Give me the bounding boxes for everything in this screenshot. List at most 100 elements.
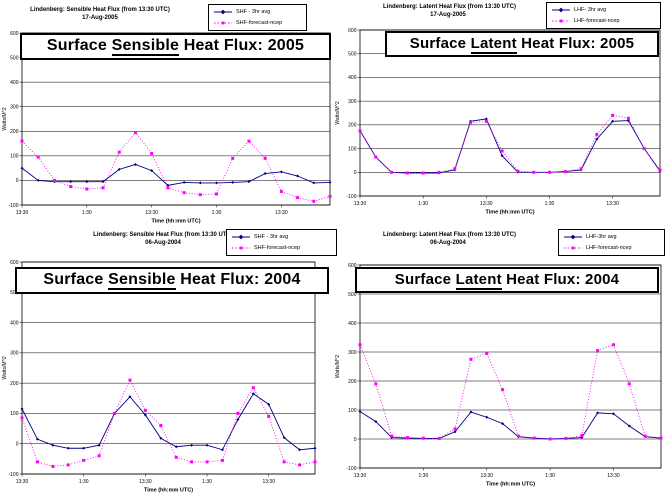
legend-item: SHF-forecast-ncep [213,19,301,27]
legend-sample-dotted-line [214,21,232,25]
legend-label: SHF - 3hr avg [254,233,289,240]
svg-text:-100: -100 [8,472,18,478]
underlined-word: Latent [470,35,517,54]
legend-label: SHF-forecast-ncep [236,19,283,26]
chart-header-date: 17-Aug-2005 [430,11,466,18]
chart-header: Lindenberg: Latent Heat Flux (from 13:30… [383,232,517,247]
chart-header-date: 06-Aug-2004 [145,239,181,246]
svg-text:100: 100 [10,154,19,160]
legend-sample-dotted-line [552,19,570,23]
legend-sample-solid-line [232,234,250,240]
svg-text:13:30: 13:30 [606,201,619,207]
svg-text:13:30: 13:30 [262,479,275,485]
legend-label: LHF-3hr avg [586,233,617,240]
chart-header-date: 06-Aug-2004 [430,239,466,246]
svg-text:600: 600 [10,31,19,37]
svg-text:400: 400 [348,321,357,327]
chart-panel-latent-2005: 600 500 400 300 200 100 0 -100 13:30 1:30 13:30 1:3… [333,0,667,250]
svg-text:13:30: 13:30 [139,479,152,485]
svg-text:300: 300 [10,351,19,357]
legend-label: SHF-forecast-ncep [254,244,301,251]
svg-text:13:30: 13:30 [354,473,367,479]
chart-header-line1: Lindenberg: Latent Heat Flux (from 13:30… [383,4,517,10]
chart-header: Lindenberg: Latent Heat Flux (from 13:30… [383,4,517,19]
svg-text:200: 200 [348,379,357,385]
svg-text:Time (hh:mm UTC): Time (hh:mm UTC) [144,488,193,494]
chart-header: Lindenberg: Sensible Heat Flux (from 13:… [88,232,238,247]
svg-text:-100: -100 [346,194,356,200]
legend: SHF - 3hr avg SHF-forecast-ncep [226,229,337,256]
legend-sample-solid-line [214,9,232,15]
svg-text:500: 500 [10,55,19,61]
chart-header: Lindenberg: Sensible Heat Flux (from 13:… [30,7,170,22]
svg-text:Time (hh:mm UTC): Time (hh:mm UTC) [485,210,534,216]
chart-header-date: 17-Aug-2005 [82,14,118,21]
big-title: Surface Sensible Heat Flux: 2004 [15,267,329,294]
svg-text:1:30: 1:30 [79,479,89,485]
svg-text:Watts/M^2: Watts/M^2 [335,101,341,124]
svg-text:1:30: 1:30 [545,473,555,479]
legend-item: SHF - 3hr avg [231,233,331,241]
svg-text:13:30: 13:30 [16,210,29,216]
svg-text:400: 400 [10,80,19,86]
svg-text:Time (hh:mm UTC): Time (hh:mm UTC) [486,482,535,488]
svg-text:400: 400 [348,75,357,81]
svg-text:600: 600 [348,263,357,269]
chart-header-line1: Lindenberg: Latent Heat Flux (from 13:30… [383,232,517,238]
legend-item: LHF-forecast-ncep [563,244,659,252]
svg-text:0: 0 [16,442,19,448]
chart-header-line1: Lindenberg: Sensible Heat Flux (from 13:… [93,232,233,238]
svg-text:0: 0 [354,170,357,176]
big-title: Surface Latent Heat Flux: 2004 [355,267,659,293]
legend-label: LHF-forecast-ncep [586,244,632,251]
underlined-word: Sensible [108,271,176,290]
svg-text:400: 400 [10,320,19,326]
svg-text:-100: -100 [346,466,356,472]
svg-text:300: 300 [348,99,357,105]
svg-text:1:30: 1:30 [418,201,428,207]
legend-label: SHF - 3hr avg [236,8,271,15]
legend-item: LHF- 3hr avg [551,6,655,14]
legend-item: LHF-3hr avg [563,233,659,241]
chart-panel-latent-2004: 600 500 400 300 200 100 0 -100 13:30 1:30 13:30 1:3… [333,229,667,500]
svg-text:13:30: 13:30 [354,201,367,207]
svg-text:1:30: 1:30 [212,210,222,216]
legend-sample-solid-line [564,234,582,240]
svg-text:13:30: 13:30 [480,201,493,207]
svg-text:200: 200 [10,381,19,387]
legend-label: LHF- 3hr avg [574,6,607,13]
svg-text:100: 100 [10,411,19,417]
svg-text:0: 0 [354,437,357,443]
svg-text:600: 600 [10,260,19,266]
legend-sample-solid-line [552,7,570,13]
svg-text:1:30: 1:30 [202,479,212,485]
chart-panel-sensible-2004: 600 500 400 300 200 100 0 -100 13:30 1:30 13:30 1:3… [0,229,337,500]
svg-text:13:30: 13:30 [145,210,158,216]
legend-label: LHF-forecast-ncep [574,17,620,24]
svg-text:500: 500 [10,290,19,296]
svg-text:600: 600 [348,28,357,34]
chart-panel-sensible-2005: 600 500 400 300 200 100 0 -100 13:30 1:30 13:30 1:3… [0,0,333,250]
svg-text:13:30: 13:30 [607,473,620,479]
svg-text:1:30: 1:30 [82,210,92,216]
svg-text:Watts/M^2: Watts/M^2 [2,107,8,130]
legend: LHF-3hr avg LHF-forecast-ncep [558,229,665,256]
plot-sensible-2004: 600 500 400 300 200 100 0 -100 13:30 1:30 13:30 1:3… [2,260,317,494]
legend: LHF- 3hr avg LHF-forecast-ncep [546,2,661,29]
svg-text:Watts/M^2: Watts/M^2 [2,356,8,379]
underlined-word: Latent [455,271,502,290]
svg-text:100: 100 [348,146,357,152]
legend: SHF - 3hr avg SHF-forecast-ncep [208,4,307,31]
svg-text:500: 500 [348,292,357,298]
svg-text:13:30: 13:30 [480,473,493,479]
svg-text:300: 300 [10,105,19,111]
svg-text:-100: -100 [8,203,18,209]
svg-text:200: 200 [10,129,19,135]
svg-text:1:30: 1:30 [545,201,555,207]
legend-item: SHF-forecast-ncep [231,244,331,252]
chart-header-line1: Lindenberg: Sensible Heat Flux (from 13:… [30,7,170,13]
svg-text:300: 300 [348,350,357,356]
